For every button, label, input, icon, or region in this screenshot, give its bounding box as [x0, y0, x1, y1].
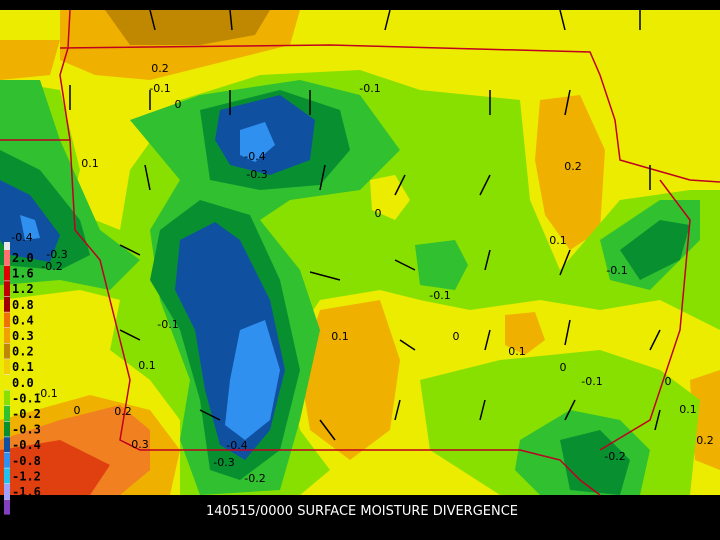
contour-label: 0: [175, 98, 182, 111]
contour-label: 0.2: [696, 434, 714, 447]
legend-label: 0.0: [12, 376, 34, 390]
legend-label: -0.3: [12, 423, 41, 437]
contour-label: 0: [453, 330, 460, 343]
legend-swatch: [4, 484, 10, 499]
legend-label: -0.8: [12, 454, 41, 468]
legend-swatch: [4, 312, 10, 328]
contour-label: -0.1: [359, 82, 380, 95]
legend-swatch: [4, 468, 10, 484]
legend-swatch: [4, 452, 10, 468]
contour-label: -0.3: [46, 248, 67, 261]
legend-swatch: [4, 281, 10, 297]
legend-swatch: [4, 390, 10, 406]
legend-swatch: [4, 328, 10, 343]
legend-label: 0.2: [12, 345, 34, 359]
legend-swatch: [4, 250, 10, 265]
contour-label: -0.1: [429, 289, 450, 302]
contour-label: 0.1: [549, 234, 567, 247]
fields: [0, 10, 720, 495]
contour-label: -0.3: [213, 456, 234, 469]
legend-label: -1.6: [12, 485, 41, 499]
legend-label: -0.2: [12, 407, 41, 421]
legend-swatch: [4, 374, 10, 390]
legend-label: -0.4: [12, 438, 41, 452]
legend: 2.01.61.20.80.40.30.20.10.0-0.1-0.2-0.3-…: [4, 250, 41, 515]
contour-label: 0.2: [151, 62, 169, 75]
contour-label: -0.1: [149, 82, 170, 95]
contour-label: 0: [665, 375, 672, 388]
contour-label: 0: [560, 361, 567, 374]
legend-label: 1.2: [12, 282, 34, 296]
legend-label: 2.0: [12, 251, 34, 265]
contour-label: 0.1: [679, 403, 697, 416]
contour-label: -0.3: [246, 168, 267, 181]
contour-label: 0: [375, 207, 382, 220]
contour-labels: 0.2-0.10-0.1-0.4-0.30.1 0.20-0.4-0.3-0.20…: [11, 62, 713, 485]
legend-swatch: [4, 421, 10, 437]
contour-label: -0.4: [226, 439, 247, 452]
wind-barbs: [69, 9, 661, 441]
legend-label: 0.4: [12, 313, 34, 327]
contour-label: -0.2: [41, 260, 62, 273]
contour-label: 0.3: [131, 438, 149, 451]
contour-label: -0.1: [36, 387, 57, 400]
contour-label: 0.1: [508, 345, 526, 358]
contour-label: -0.1: [581, 375, 602, 388]
legend-swatch: [4, 359, 10, 375]
legend-swatch: [4, 343, 10, 359]
contour-label: -0.1: [606, 264, 627, 277]
contour-label: -0.4: [244, 150, 265, 163]
legend-label: 0.3: [12, 329, 34, 343]
legend-swatch: [4, 437, 10, 453]
legend-label: -0.1: [12, 391, 41, 405]
contour-label: 0.1: [81, 157, 99, 170]
legend-label: 0.8: [12, 298, 34, 312]
legend-swatch: [4, 499, 10, 515]
contour-label: 0.1: [331, 330, 349, 343]
caption: 140515/0000 SURFACE MOISTURE DIVERGENCE: [206, 504, 518, 519]
contour-label: -0.4: [11, 231, 32, 244]
contour-label: -0.2: [244, 472, 265, 485]
legend-swatch: [4, 406, 10, 421]
legend-label: -2.0: [12, 501, 41, 515]
legend-swatch: [4, 296, 10, 312]
legend-label: 0.1: [12, 360, 34, 374]
contour-label: -0.1: [157, 318, 178, 331]
contour-label: -0.2: [604, 450, 625, 463]
contour-label: 0.2: [114, 405, 132, 418]
legend-swatch: [4, 265, 10, 281]
contour-label: 0.2: [564, 160, 582, 173]
contour-label: 0: [74, 404, 81, 417]
contour-label: 0.1: [138, 359, 156, 372]
legend-label: -1.2: [12, 469, 41, 483]
legend-label: 1.6: [12, 267, 34, 281]
borders: [0, 9, 720, 496]
